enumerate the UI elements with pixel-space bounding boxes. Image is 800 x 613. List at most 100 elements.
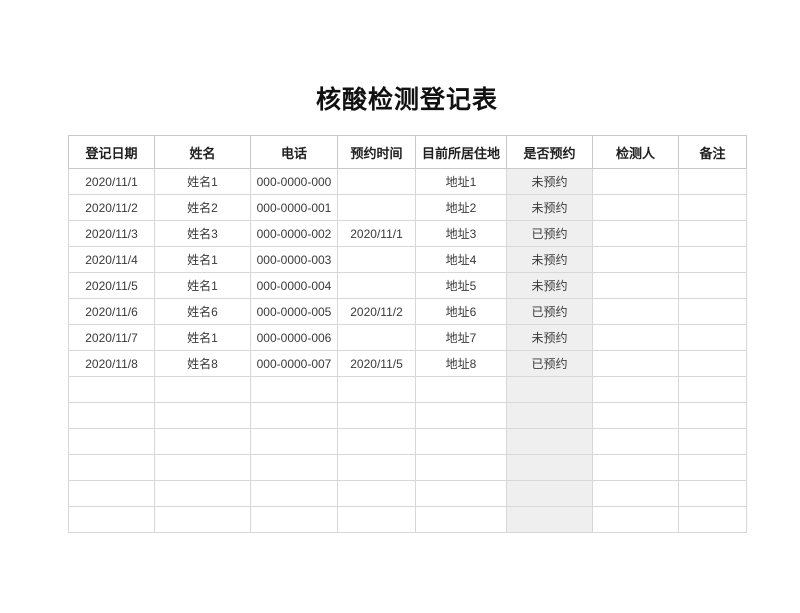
cell-name [154,428,251,455]
table-row [68,506,747,533]
cell-booked-status: 已预约 [506,220,593,247]
cell-booked-status: 未预约 [506,246,593,273]
cell-name: 姓名1 [154,272,251,299]
table-row: 2020/11/3 姓名3 000-0000-002 2020/11/1 地址3 已预约 [68,220,747,247]
cell-registration-date [68,402,155,429]
cell-name: 姓名8 [154,350,251,377]
cell-registration-date: 2020/11/4 [68,246,155,273]
cell-booked-status: 未预约 [506,272,593,299]
cell-registration-date: 2020/11/7 [68,324,155,351]
table-row: 2020/11/6 姓名6 000-0000-005 2020/11/2 地址6 已预约 [68,298,747,325]
cell-name: 姓名1 [154,168,251,195]
cell-booked-status: 未预约 [506,194,593,221]
cell-appointment-time: 2020/11/2 [337,298,416,325]
cell-remarks [678,428,747,455]
cell-tester [592,480,679,507]
cell-tester [592,350,679,377]
cell-phone: 000-0000-000 [250,168,338,195]
cell-remarks [678,220,747,247]
cell-tester [592,324,679,351]
cell-booked-status: 已预约 [506,350,593,377]
cell-phone [250,402,338,429]
cell-current-residence: 地址2 [415,194,507,221]
page-title: 核酸检测登记表 [315,86,498,114]
column-header-appointment-time: 预约时间 [337,135,416,169]
cell-registration-date [68,506,155,533]
table-row: 2020/11/8 姓名8 000-0000-007 2020/11/5 地址8 已预约 [68,350,747,377]
cell-appointment-time [337,402,416,429]
cell-remarks [678,454,747,481]
cell-registration-date: 2020/11/1 [68,168,155,195]
cell-booked-status [506,428,593,455]
table-row [68,454,747,481]
cell-remarks [678,272,747,299]
cell-registration-date: 2020/11/6 [68,298,155,325]
cell-phone: 000-0000-007 [250,350,338,377]
cell-name [154,376,251,403]
cell-phone: 000-0000-002 [250,220,338,247]
cell-name [154,454,251,481]
cell-booked-status: 已预约 [506,298,593,325]
cell-registration-date [68,480,155,507]
cell-current-residence [415,402,507,429]
cell-current-residence: 地址3 [415,220,507,247]
cell-current-residence [415,454,507,481]
cell-current-residence [415,506,507,533]
table-row: 2020/11/4 姓名1 000-0000-003 地址4 未预约 [68,246,747,273]
cell-registration-date: 2020/11/2 [68,194,155,221]
table-row: 2020/11/2 姓名2 000-0000-001 地址2 未预约 [68,194,747,221]
cell-tester [592,298,679,325]
cell-remarks [678,376,747,403]
cell-appointment-time: 2020/11/5 [337,350,416,377]
column-header-tester: 检测人 [592,135,679,169]
cell-tester [592,402,679,429]
cell-phone [250,454,338,481]
cell-current-residence [415,480,507,507]
cell-phone [250,480,338,507]
cell-appointment-time: 2020/11/1 [337,220,416,247]
cell-remarks [678,324,747,351]
table-row [68,402,747,429]
cell-phone: 000-0000-003 [250,246,338,273]
cell-registration-date: 2020/11/8 [68,350,155,377]
cell-name [154,506,251,533]
table-row: 2020/11/5 姓名1 000-0000-004 地址5 未预约 [68,272,747,299]
cell-registration-date [68,454,155,481]
table-row [68,480,747,507]
cell-appointment-time [337,324,416,351]
cell-remarks [678,350,747,377]
cell-appointment-time [337,194,416,221]
cell-phone [250,506,338,533]
cell-phone: 000-0000-006 [250,324,338,351]
cell-appointment-time [337,480,416,507]
cell-current-residence: 地址7 [415,324,507,351]
table-row: 2020/11/7 姓名1 000-0000-006 地址7 未预约 [68,324,747,351]
cell-name: 姓名1 [154,324,251,351]
cell-remarks [678,506,747,533]
cell-tester [592,194,679,221]
cell-booked-status [506,402,593,429]
column-header-phone: 电话 [250,135,338,169]
cell-registration-date: 2020/11/3 [68,220,155,247]
cell-phone [250,376,338,403]
cell-registration-date: 2020/11/5 [68,272,155,299]
cell-phone: 000-0000-005 [250,298,338,325]
column-header-current-residence: 目前所居住地 [415,135,507,169]
cell-current-residence: 地址8 [415,350,507,377]
cell-remarks [678,402,747,429]
cell-current-residence: 地址1 [415,168,507,195]
cell-name: 姓名3 [154,220,251,247]
cell-remarks [678,298,747,325]
cell-appointment-time [337,376,416,403]
cell-tester [592,220,679,247]
cell-name [154,402,251,429]
registration-table: 登记日期 姓名 电话 预约时间 目前所居住地 是否预约 检测人 备注 2020/11/1 姓名1… [68,135,747,533]
cell-booked-status [506,376,593,403]
cell-booked-status [506,480,593,507]
cell-registration-date [68,428,155,455]
column-header-name: 姓名 [154,135,251,169]
cell-name: 姓名2 [154,194,251,221]
cell-appointment-time [337,272,416,299]
table-row [68,428,747,455]
cell-remarks [678,194,747,221]
